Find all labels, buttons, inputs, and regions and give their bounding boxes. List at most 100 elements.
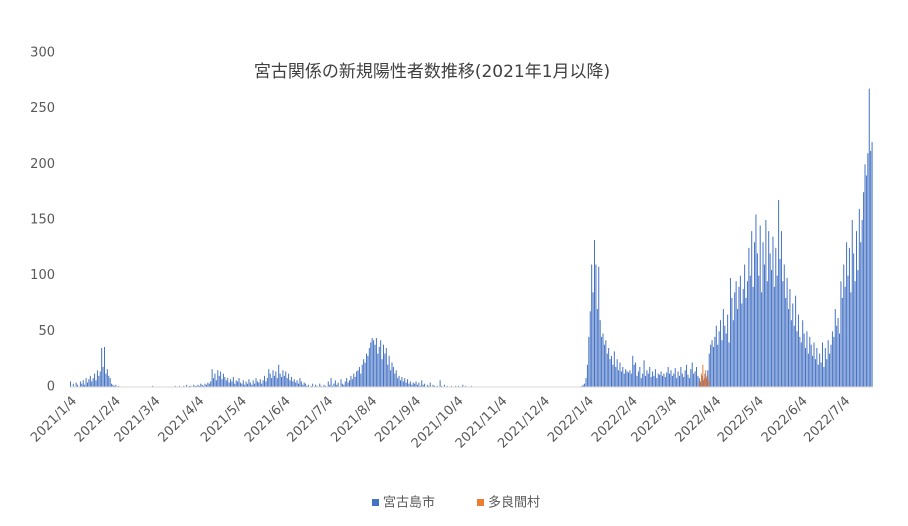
bar bbox=[725, 333, 727, 387]
bar bbox=[248, 379, 250, 387]
bar bbox=[307, 384, 309, 387]
bar bbox=[670, 370, 672, 387]
bar bbox=[868, 88, 870, 388]
bar bbox=[224, 376, 226, 387]
bar bbox=[275, 371, 277, 387]
bar bbox=[278, 364, 280, 387]
bar bbox=[300, 381, 302, 387]
bar bbox=[663, 373, 665, 387]
bar bbox=[99, 371, 101, 387]
bar bbox=[755, 214, 757, 387]
bar bbox=[381, 359, 383, 387]
bar bbox=[826, 359, 828, 387]
bar bbox=[92, 378, 94, 387]
bar bbox=[85, 378, 87, 387]
bar bbox=[601, 336, 603, 387]
bar bbox=[695, 366, 697, 387]
bar bbox=[744, 264, 746, 387]
bar bbox=[299, 378, 301, 387]
bar bbox=[680, 366, 682, 387]
bar bbox=[334, 380, 336, 387]
bar bbox=[214, 373, 216, 387]
bar bbox=[661, 375, 663, 387]
bar bbox=[262, 380, 264, 387]
bar bbox=[762, 242, 764, 387]
bar bbox=[802, 320, 804, 387]
bar bbox=[780, 231, 782, 387]
bar bbox=[609, 359, 611, 387]
bar bbox=[748, 247, 750, 387]
bar bbox=[691, 362, 693, 387]
bar bbox=[441, 385, 443, 387]
bar bbox=[606, 353, 608, 387]
bar bbox=[470, 385, 472, 387]
bar bbox=[215, 380, 217, 387]
bar bbox=[252, 380, 254, 387]
bar bbox=[75, 382, 77, 387]
bar bbox=[711, 340, 713, 387]
bar bbox=[103, 346, 105, 387]
bar bbox=[194, 385, 196, 387]
bar bbox=[697, 375, 699, 387]
bar bbox=[315, 384, 317, 387]
bar bbox=[306, 385, 308, 387]
bar bbox=[792, 303, 794, 387]
bar bbox=[443, 384, 445, 387]
bar bbox=[411, 384, 413, 387]
bar bbox=[581, 385, 583, 387]
bar bbox=[654, 369, 656, 387]
bar bbox=[353, 373, 355, 387]
bar bbox=[642, 373, 644, 387]
bar bbox=[799, 336, 801, 387]
bar bbox=[720, 320, 722, 387]
bar bbox=[208, 383, 210, 387]
bar bbox=[190, 385, 192, 387]
bar bbox=[109, 378, 111, 387]
bar bbox=[846, 242, 848, 387]
bar bbox=[626, 371, 628, 387]
bar bbox=[398, 375, 400, 387]
bar bbox=[370, 342, 372, 387]
bar bbox=[637, 371, 639, 387]
bar bbox=[766, 281, 768, 387]
bar bbox=[364, 362, 366, 387]
bar bbox=[265, 381, 267, 387]
bar bbox=[458, 385, 460, 387]
bar bbox=[426, 384, 428, 387]
bar bbox=[196, 385, 198, 387]
bar bbox=[108, 375, 110, 387]
bar bbox=[373, 340, 375, 387]
bar bbox=[242, 380, 244, 387]
bar bbox=[332, 385, 334, 387]
bar bbox=[613, 351, 615, 387]
bar bbox=[412, 382, 414, 387]
bar bbox=[608, 348, 610, 387]
bar bbox=[231, 381, 233, 387]
bar bbox=[708, 380, 710, 387]
bar bbox=[295, 382, 297, 387]
bar bbox=[854, 281, 856, 387]
bar bbox=[803, 333, 805, 387]
legend-swatch bbox=[477, 499, 484, 506]
bar bbox=[324, 385, 326, 387]
bar bbox=[827, 340, 829, 387]
bar bbox=[344, 381, 346, 387]
bar bbox=[656, 378, 658, 387]
y-tick-label: 100 bbox=[30, 268, 55, 283]
bar bbox=[707, 370, 709, 387]
bar bbox=[850, 292, 852, 387]
bar bbox=[357, 370, 359, 387]
bar bbox=[273, 375, 275, 387]
bar bbox=[354, 376, 356, 387]
bar bbox=[207, 382, 209, 387]
bar bbox=[232, 376, 234, 387]
bar bbox=[739, 275, 741, 387]
bar bbox=[635, 362, 637, 387]
bar bbox=[380, 340, 382, 387]
bar bbox=[796, 331, 798, 387]
bar bbox=[797, 314, 799, 387]
bar bbox=[261, 383, 263, 387]
bar bbox=[401, 376, 403, 387]
bar bbox=[734, 292, 736, 387]
bar bbox=[585, 378, 587, 387]
